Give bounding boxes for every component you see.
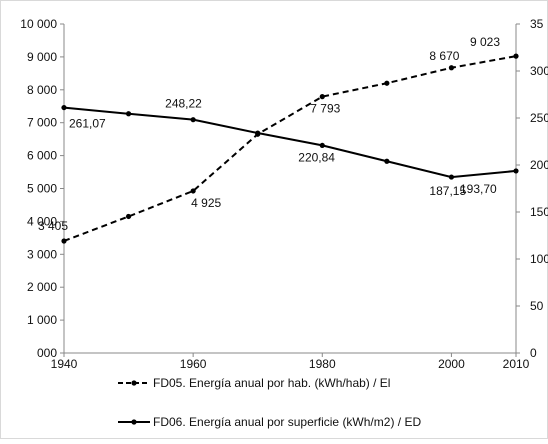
y2-tick-label: 50 bbox=[530, 299, 544, 313]
data-point bbox=[319, 142, 325, 149]
data-point bbox=[61, 238, 67, 244]
legend-marker bbox=[131, 419, 137, 425]
data-point bbox=[513, 53, 519, 59]
data-label: 9 023 bbox=[470, 35, 500, 49]
y-tick-label: 1 000 bbox=[27, 313, 57, 327]
legend-label-1: FD05. Energía anual por hab. (kWh/hab) /… bbox=[153, 376, 390, 390]
data-point bbox=[190, 188, 196, 194]
y-tick-label: 6 000 bbox=[27, 149, 57, 163]
y2-tick-label: 100 bbox=[530, 252, 548, 266]
y-tick-label: 10 000 bbox=[20, 17, 57, 31]
data-label: 7 793 bbox=[310, 102, 340, 116]
data-label: 4 925 bbox=[191, 196, 221, 210]
y-tick-label: 000 bbox=[37, 346, 57, 360]
data-point bbox=[448, 65, 455, 71]
data-point bbox=[61, 104, 67, 111]
y-tick-label: 8 000 bbox=[27, 83, 57, 97]
data-point bbox=[384, 80, 390, 86]
data-label: 3 405 bbox=[38, 219, 68, 233]
series-line-1 bbox=[63, 55, 517, 242]
legend-marker bbox=[131, 380, 137, 386]
data-label: 248,22 bbox=[165, 97, 202, 111]
y2-tick-label: 35 bbox=[530, 17, 544, 31]
plot-area bbox=[61, 53, 519, 244]
axes: 000 1 000 2 000 3 000 4 000 5 000 6 000 7 000 8 … bbox=[20, 17, 548, 371]
data-point bbox=[255, 130, 261, 136]
y2-tick-label: 300 bbox=[530, 64, 548, 78]
data-point bbox=[125, 111, 132, 117]
y2-tick-label: 150 bbox=[530, 205, 548, 219]
data-label: 8 670 bbox=[429, 49, 459, 63]
y2-tick-label: 200 bbox=[530, 158, 548, 172]
x-tick-label: 1980 bbox=[309, 357, 336, 371]
data-point bbox=[384, 158, 390, 164]
y-tick-label: 3 000 bbox=[27, 247, 57, 261]
data-label: 220,84 bbox=[298, 150, 335, 164]
y-tick-label: 5 000 bbox=[27, 182, 57, 196]
y-tick-label: 7 000 bbox=[27, 116, 57, 130]
y-tick-label: 2 000 bbox=[27, 280, 57, 294]
data-labels: 3 405 4 925 7 793 8 670 9 023 261,07 248,22 220… bbox=[38, 35, 500, 233]
x-tick-label: 2000 bbox=[438, 357, 465, 371]
y2-tick-label: 250 bbox=[530, 111, 548, 125]
data-point bbox=[125, 213, 132, 220]
data-label: 187,15 bbox=[429, 184, 466, 198]
y2-tick-label: 0 bbox=[530, 346, 537, 360]
x-tick-label: 1960 bbox=[180, 357, 207, 371]
x-tick-label: 2010 bbox=[503, 357, 530, 371]
data-label: 261,07 bbox=[69, 117, 106, 131]
y-tick-label: 9 000 bbox=[27, 50, 57, 64]
legend: FD05. Energía anual por hab. (kWh/hab) /… bbox=[118, 376, 421, 429]
x-tick-label: 1940 bbox=[51, 357, 78, 371]
data-label: 193,70 bbox=[460, 182, 497, 196]
data-point bbox=[448, 174, 455, 180]
series-line-2 bbox=[63, 106, 517, 179]
data-point bbox=[513, 168, 519, 174]
data-point bbox=[319, 94, 325, 100]
data-point bbox=[190, 117, 196, 123]
legend-label-2: FD06. Energía anual por superficie (kWh/… bbox=[153, 415, 421, 429]
y-tick-label: 4 000 bbox=[27, 214, 57, 228]
